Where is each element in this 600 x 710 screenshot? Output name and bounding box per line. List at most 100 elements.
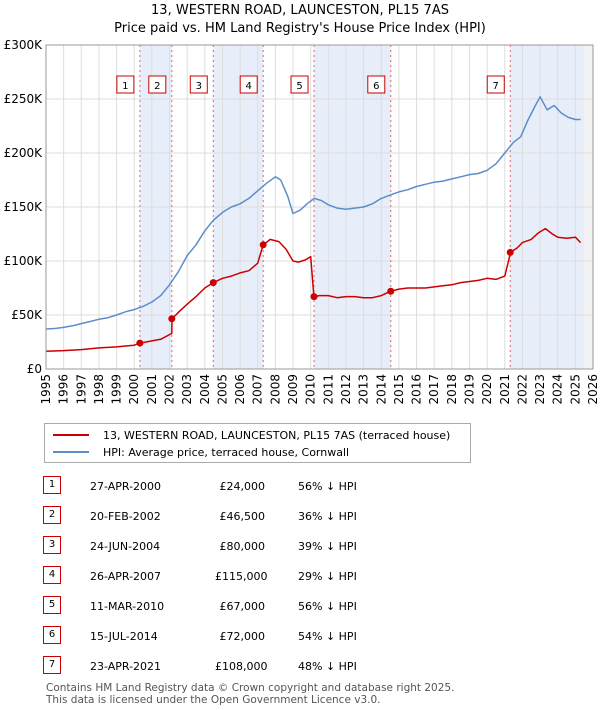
x-tick-label: 1998 [92, 374, 106, 405]
sale-point [310, 293, 318, 301]
x-tick-label: 2002 [163, 374, 177, 405]
hpi-line [45, 96, 581, 330]
sale-marker-box [116, 75, 135, 94]
chart-legend: 13, WESTERN ROAD, LAUNCESTON, PL15 7AS (… [44, 423, 471, 463]
y-tick-label: £250K [4, 92, 44, 106]
x-tick-label: 2017 [427, 374, 441, 405]
x-tick-label: 2022 [515, 374, 529, 405]
sale-marker-label: 5 [296, 81, 302, 92]
legend-item-property: 13, WESTERN ROAD, LAUNCESTON, PL15 7AS (… [53, 427, 450, 443]
sale-date: 11-MAR-2010 [90, 600, 165, 613]
sale-point [259, 241, 267, 249]
x-tick-label: 2006 [233, 374, 247, 405]
x-tick-label: 2004 [198, 374, 212, 405]
sale-price: £108,000 [215, 660, 268, 673]
sale-marker-box [367, 75, 386, 94]
sale-point [387, 287, 395, 295]
sale-delta: 48% ↓ HPI [298, 660, 357, 673]
sale-marker-label: 3 [196, 81, 202, 92]
sale-point [506, 248, 514, 256]
sale-number-badge: 1 [43, 476, 61, 494]
sale-date: 20-FEB-2002 [90, 510, 161, 523]
sale-delta: 56% ↓ HPI [298, 600, 357, 613]
legend-swatch-property [53, 434, 89, 436]
legend-label-property: 13, WESTERN ROAD, LAUNCESTON, PL15 7AS (… [103, 428, 451, 442]
sale-row: 3 24-JUN-2004 £80,000 39% ↓ HPI [0, 536, 600, 558]
chart-subtitle: Price paid vs. HM Land Registry's House … [114, 21, 486, 36]
x-tick-label: 2019 [462, 374, 476, 405]
chart-title: 13, WESTERN ROAD, LAUNCESTON, PL15 7AS [151, 3, 449, 18]
sale-number-badge: 7 [43, 656, 61, 674]
x-tick-label: 2024 [551, 374, 565, 405]
sale-marker-box [486, 75, 505, 94]
legend-item-hpi: HPI: Average price, terraced house, Corn… [53, 444, 349, 460]
x-tick-label: 2026 [586, 374, 600, 405]
sale-delta: 54% ↓ HPI [298, 630, 357, 643]
y-tick-label: £150K [4, 200, 44, 214]
y-tick-label: £50K [11, 308, 43, 322]
footer-line-copyright: Contains HM Land Registry data © Crown c… [46, 682, 455, 694]
x-tick-label: 1996 [57, 374, 71, 405]
sale-date: 27-APR-2000 [90, 480, 162, 493]
sale-price: £80,000 [219, 540, 266, 553]
sale-marker-box [189, 75, 208, 94]
sale-row: 6 15-JUL-2014 £72,000 54% ↓ HPI [0, 626, 600, 648]
y-tick-label: £200K [4, 146, 44, 160]
x-tick-label: 1997 [74, 374, 88, 405]
sale-marker-label: 4 [246, 81, 252, 92]
x-tick-label: 2012 [339, 374, 353, 405]
x-tick-label: 2020 [480, 374, 494, 405]
y-tick-label: £300K [4, 38, 44, 52]
sale-marker-label: 2 [154, 81, 160, 92]
sale-date: 15-JUL-2014 [90, 630, 158, 643]
legend-label-hpi: HPI: Average price, terraced house, Corn… [103, 445, 350, 459]
x-tick-label: 1995 [39, 374, 53, 405]
sale-row: 7 23-APR-2021 £108,000 48% ↓ HPI [0, 656, 600, 678]
sale-number-badge: 2 [43, 506, 61, 524]
sale-delta: 29% ↓ HPI [298, 570, 357, 583]
x-tick-label: 2016 [410, 374, 424, 405]
x-tick-label: 1999 [110, 374, 124, 405]
sale-date: 26-APR-2007 [90, 570, 162, 583]
sale-point [168, 315, 176, 323]
x-tick-label: 2025 [568, 374, 582, 405]
sale-delta: 39% ↓ HPI [298, 540, 357, 553]
sale-row: 5 11-MAR-2010 £67,000 56% ↓ HPI [0, 596, 600, 618]
sale-number-badge: 6 [43, 626, 61, 644]
x-tick-label: 2011 [321, 374, 335, 405]
sale-delta: 36% ↓ HPI [298, 510, 357, 523]
x-tick-label: 2007 [251, 374, 265, 405]
legend-swatch-hpi [53, 451, 89, 453]
sale-price: £67,000 [219, 600, 266, 613]
sale-marker-label: 7 [493, 81, 499, 92]
sale-row: 2 20-FEB-2002 £46,500 36% ↓ HPI [0, 506, 600, 528]
sale-row: 4 26-APR-2007 £115,000 29% ↓ HPI [0, 566, 600, 588]
plot-frame [45, 44, 594, 370]
property-price-line [45, 227, 582, 352]
price-chart: 1 2 3 4 5 6 7 £0 £50K £100K £150K £200K £250K £300K 1… [4, 38, 600, 405]
x-tick-label: 2003 [180, 374, 194, 405]
sale-point [209, 279, 217, 287]
sale-marker-box [148, 75, 167, 94]
y-tick-label: £100K [4, 254, 44, 268]
x-tick-label: 2005 [215, 374, 229, 405]
x-tick-label: 2023 [533, 374, 547, 405]
sale-price: £24,000 [219, 480, 266, 493]
sale-point [136, 339, 144, 347]
sale-number-badge: 3 [43, 536, 61, 554]
x-tick-label: 2015 [392, 374, 406, 405]
x-tick-label: 2001 [145, 374, 159, 405]
sale-date: 23-APR-2021 [90, 660, 162, 673]
sale-marker-label: 6 [373, 81, 379, 92]
x-tick-label: 2009 [286, 374, 300, 405]
footer-line-licence: This data is licensed under the Open Gov… [46, 694, 381, 706]
sale-marker-box [290, 75, 309, 94]
x-tick-label: 2013 [357, 374, 371, 405]
sale-date: 24-JUN-2004 [90, 540, 161, 553]
x-tick-label: 2008 [268, 374, 282, 405]
sale-row: 1 27-APR-2000 £24,000 56% ↓ HPI [0, 476, 600, 498]
x-tick-label: 2021 [498, 374, 512, 405]
x-tick-label: 2010 [304, 374, 318, 405]
sale-price: £72,000 [219, 630, 266, 643]
sale-number-badge: 5 [43, 596, 61, 614]
